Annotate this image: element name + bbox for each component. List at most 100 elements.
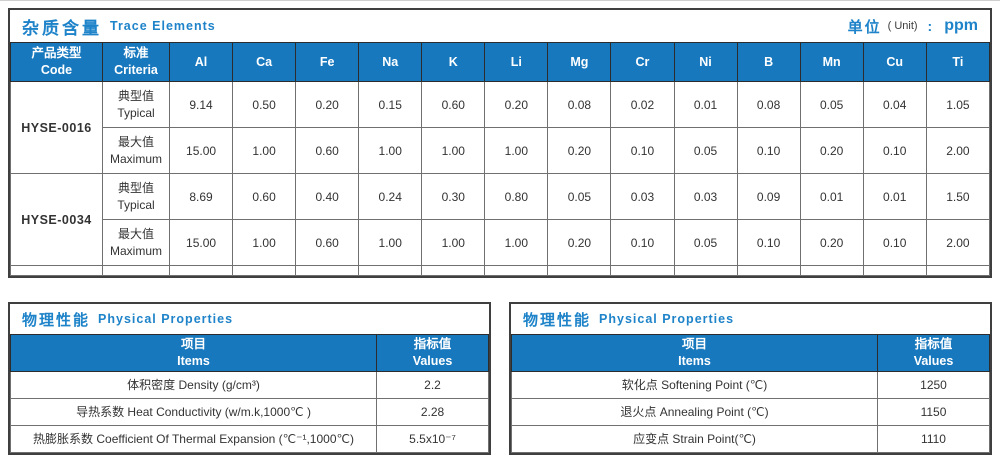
value-cell-mn: 0.01 bbox=[799, 173, 864, 220]
spacer-cell bbox=[484, 265, 549, 276]
value-cell-na: 0.24 bbox=[358, 173, 423, 220]
value-cell-ni: 0.05 bbox=[673, 127, 738, 174]
value-cell-mn: 0.05 bbox=[799, 81, 864, 128]
physical-row: 导热系数 Heat Conductivity (w/m.k,1000℃ ) 2.2… bbox=[10, 397, 489, 426]
value-cell-k: 1.00 bbox=[421, 127, 486, 174]
col-header-values-zh: 指标值 bbox=[914, 337, 953, 351]
physical-row: 体积密度 Density (g/cm³) 2.2 bbox=[10, 370, 489, 399]
item-cell: 体积密度 Density (g/cm³) bbox=[10, 370, 377, 399]
value-cell-mg: 0.20 bbox=[547, 219, 612, 266]
physical-row: 热膨胀系数 Coefficient Of Thermal Expansion (… bbox=[10, 424, 489, 453]
value-cell-mn: 0.20 bbox=[799, 127, 864, 174]
value-cell-cr: 0.03 bbox=[610, 173, 675, 220]
criteria-cell: 典型值 Typical bbox=[102, 173, 170, 220]
value-cell-na: 0.15 bbox=[358, 81, 423, 128]
col-header-values: 指标值 Values bbox=[376, 334, 489, 372]
spacer-cell bbox=[547, 265, 612, 276]
spacer-cell bbox=[925, 265, 991, 276]
col-header-al: Al bbox=[168, 42, 234, 82]
item-cell: 热膨胀系数 Coefficient Of Thermal Expansion (… bbox=[10, 424, 377, 453]
col-header-items: 项目 Items bbox=[10, 334, 377, 372]
value-cell-ca: 0.60 bbox=[232, 173, 297, 220]
criteria-label-zh: 最大值 bbox=[117, 227, 154, 242]
col-header-code: 产品类型 Code bbox=[10, 42, 103, 82]
value-cell-na: 1.00 bbox=[358, 127, 423, 174]
col-header-values-en: Values bbox=[412, 353, 453, 368]
trace-title-en: Trace Elements bbox=[110, 19, 216, 33]
criteria-label-en: Maximum bbox=[109, 243, 162, 258]
spacer-cell bbox=[232, 265, 297, 276]
value-cell: 1110 bbox=[877, 424, 990, 453]
value-cell-mg: 0.05 bbox=[547, 173, 612, 220]
col-header-ti: Ti bbox=[925, 42, 991, 82]
spacer-cell bbox=[421, 265, 486, 276]
value-cell-li: 1.00 bbox=[484, 127, 549, 174]
physical-properties-left-section: 物理性能 Physical Properties 项目 Items 指标值 Va… bbox=[8, 302, 491, 455]
criteria-cell: 最大值 Maximum bbox=[102, 127, 170, 174]
criteria-cell: 典型值 Typical bbox=[102, 81, 170, 128]
value-cell-al: 8.69 bbox=[168, 173, 234, 220]
physical-left-title-bar: 物理性能 Physical Properties bbox=[10, 304, 489, 334]
trace-elements-title-bar: 杂质含量 Trace Elements 单位 ( Unit) : ppm bbox=[10, 10, 990, 42]
physical-properties-row: 物理性能 Physical Properties 项目 Items 指标值 Va… bbox=[8, 302, 992, 455]
value-cell-ca: 1.00 bbox=[232, 127, 297, 174]
value-cell-fe: 0.60 bbox=[295, 219, 360, 266]
value-cell-k: 1.00 bbox=[421, 219, 486, 266]
trace-data-row: 最大值 Maximum 15.00 1.00 0.60 1.00 1.00 1.00 0.20 0… bbox=[11, 219, 991, 266]
product-code-cell: HYSE-0034 bbox=[10, 173, 103, 266]
value-cell-al: 15.00 bbox=[168, 127, 234, 174]
value-cell-li: 0.80 bbox=[484, 173, 549, 220]
value-cell: 2.2 bbox=[376, 370, 489, 399]
physical-right-title-zh: 物理性能 bbox=[523, 311, 592, 329]
value-cell: 5.5x10⁻⁷ bbox=[376, 424, 489, 453]
spacer-cell bbox=[673, 265, 738, 276]
physical-right-table: 项目 Items 指标值 Values 软化点 Softening Point … bbox=[511, 334, 990, 453]
trace-header-row: 产品类型 Code 标准 Criteria Al Ca Fe Na K Li Mg Cr Ni B… bbox=[10, 42, 991, 82]
spacer-cell bbox=[799, 265, 864, 276]
col-header-items-en: Items bbox=[177, 353, 210, 368]
physical-row: 应变点 Strain Point(℃) 1110 bbox=[511, 424, 990, 453]
value-cell-li: 1.00 bbox=[484, 219, 549, 266]
col-header-criteria: 标准 Criteria bbox=[102, 42, 170, 82]
col-header-na: Na bbox=[358, 42, 423, 82]
col-header-ni: Ni bbox=[673, 42, 738, 82]
spacer-cell bbox=[168, 265, 234, 276]
criteria-label-en: Typical bbox=[117, 197, 155, 212]
spacer-cell bbox=[102, 265, 170, 276]
value-cell-ni: 0.05 bbox=[673, 219, 738, 266]
col-header-li: Li bbox=[484, 42, 549, 82]
physical-left-table: 项目 Items 指标值 Values 体积密度 Density (g/cm³)… bbox=[10, 334, 489, 453]
physical-left-title-zh: 物理性能 bbox=[22, 311, 91, 329]
trace-title-zh: 杂质含量 bbox=[22, 18, 102, 38]
criteria-label-zh: 典型值 bbox=[117, 89, 154, 104]
item-cell: 导热系数 Heat Conductivity (w/m.k,1000℃ ) bbox=[10, 397, 377, 426]
value-cell-b: 0.09 bbox=[736, 173, 801, 220]
spacer-cell bbox=[10, 265, 103, 276]
physical-left-header-row: 项目 Items 指标值 Values bbox=[10, 334, 489, 372]
unit-label-zh: 单位 bbox=[847, 18, 882, 36]
col-header-criteria-en: Criteria bbox=[114, 63, 158, 77]
col-header-items-en: Items bbox=[678, 353, 711, 368]
col-header-items-zh: 项目 bbox=[180, 337, 206, 351]
value-cell-fe: 0.40 bbox=[295, 173, 360, 220]
col-header-mg: Mg bbox=[547, 42, 612, 82]
value-cell-b: 0.10 bbox=[736, 219, 801, 266]
col-header-mn: Mn bbox=[799, 42, 864, 82]
value-cell: 2.28 bbox=[376, 397, 489, 426]
trace-spacer-row bbox=[10, 265, 991, 276]
col-header-code-zh: 产品类型 bbox=[31, 46, 82, 61]
value-cell-cu: 0.10 bbox=[862, 127, 927, 174]
value-cell-ca: 1.00 bbox=[232, 219, 297, 266]
value-cell-ni: 0.01 bbox=[673, 81, 738, 128]
col-header-fe: Fe bbox=[295, 42, 360, 82]
col-header-ca: Ca bbox=[232, 42, 297, 82]
value-cell-na: 1.00 bbox=[358, 219, 423, 266]
criteria-label-zh: 最大值 bbox=[117, 135, 154, 150]
col-header-criteria-zh: 标准 bbox=[123, 46, 149, 61]
col-header-values: 指标值 Values bbox=[877, 334, 990, 372]
spacer-cell bbox=[295, 265, 360, 276]
value-cell-mn: 0.20 bbox=[799, 219, 864, 266]
value-cell-cu: 0.10 bbox=[862, 219, 927, 266]
item-cell: 应变点 Strain Point(℃) bbox=[511, 424, 878, 453]
